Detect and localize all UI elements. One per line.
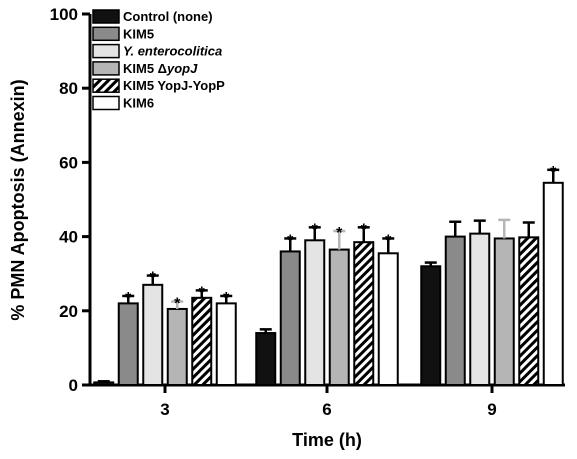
- x-tick-label: 6: [322, 400, 331, 419]
- legend-swatch: [92, 43, 120, 59]
- significance-star: *: [550, 164, 557, 181]
- y-tick-label: 20: [59, 302, 78, 321]
- legend-label: Control (none): [123, 9, 213, 24]
- bar: [255, 332, 277, 386]
- legend-label: KIM6: [123, 96, 154, 111]
- legend-swatch: [92, 9, 120, 24]
- bar: [166, 307, 188, 387]
- bar: [444, 235, 466, 386]
- bar: [215, 302, 237, 387]
- bars: [93, 181, 564, 387]
- legend-label: KIM5: [123, 26, 154, 41]
- legend-swatch: [92, 95, 120, 111]
- y-ticks: 0 20 40 60 80 100: [50, 5, 90, 395]
- x-axis-title: Time (h): [292, 430, 362, 450]
- bar: [518, 236, 540, 386]
- bar: [420, 265, 442, 386]
- y-tick-label: 80: [59, 79, 78, 98]
- significance-star: *: [150, 270, 157, 287]
- error-bars: [97, 168, 560, 383]
- bar: [117, 302, 139, 387]
- legend-swatch: [92, 26, 120, 42]
- significance-star: *: [361, 221, 368, 238]
- bar: [304, 239, 326, 386]
- significance-star: *: [223, 290, 230, 307]
- significance-star: *: [385, 232, 392, 249]
- bar: [469, 232, 491, 386]
- bar: [93, 381, 115, 387]
- legend-label: KIM5 ΔyopJ: [123, 61, 198, 76]
- significance-star: *: [199, 284, 206, 301]
- significance-markers: * * * * * * * * * * *: [125, 164, 557, 313]
- legend-label: Y. enterocolitica: [123, 44, 222, 59]
- bar: [353, 241, 375, 386]
- y-tick-label: 40: [59, 228, 78, 247]
- y-tick-label: 60: [59, 153, 78, 172]
- significance-star: *: [287, 232, 294, 249]
- y-tick-label: 0: [69, 376, 78, 395]
- x-tick-label: 9: [487, 400, 496, 419]
- bar: [279, 250, 301, 386]
- legend-label: KIM5 YopJ-YopP: [123, 78, 225, 93]
- x-ticks: 3 6 9: [160, 385, 497, 419]
- bar: [542, 181, 564, 386]
- significance-star: *: [125, 290, 132, 307]
- y-tick-label: 100: [50, 5, 78, 24]
- bar: [493, 237, 515, 386]
- legend-swatch: [92, 61, 120, 76]
- bar: [377, 252, 399, 386]
- bar: [142, 283, 164, 386]
- legend: Control (none) KIM5 Y. enterocolitica KIM5 …: [92, 9, 225, 111]
- bar: [191, 296, 213, 386]
- x-tick-label: 3: [160, 400, 169, 419]
- y-axis-title: % PMN Apoptosis (Annexin): [8, 79, 28, 320]
- significance-star: *: [312, 221, 319, 238]
- legend-swatch: [92, 78, 120, 93]
- significance-star: *: [336, 225, 343, 242]
- significance-star: *: [174, 296, 181, 313]
- bar: [328, 248, 350, 386]
